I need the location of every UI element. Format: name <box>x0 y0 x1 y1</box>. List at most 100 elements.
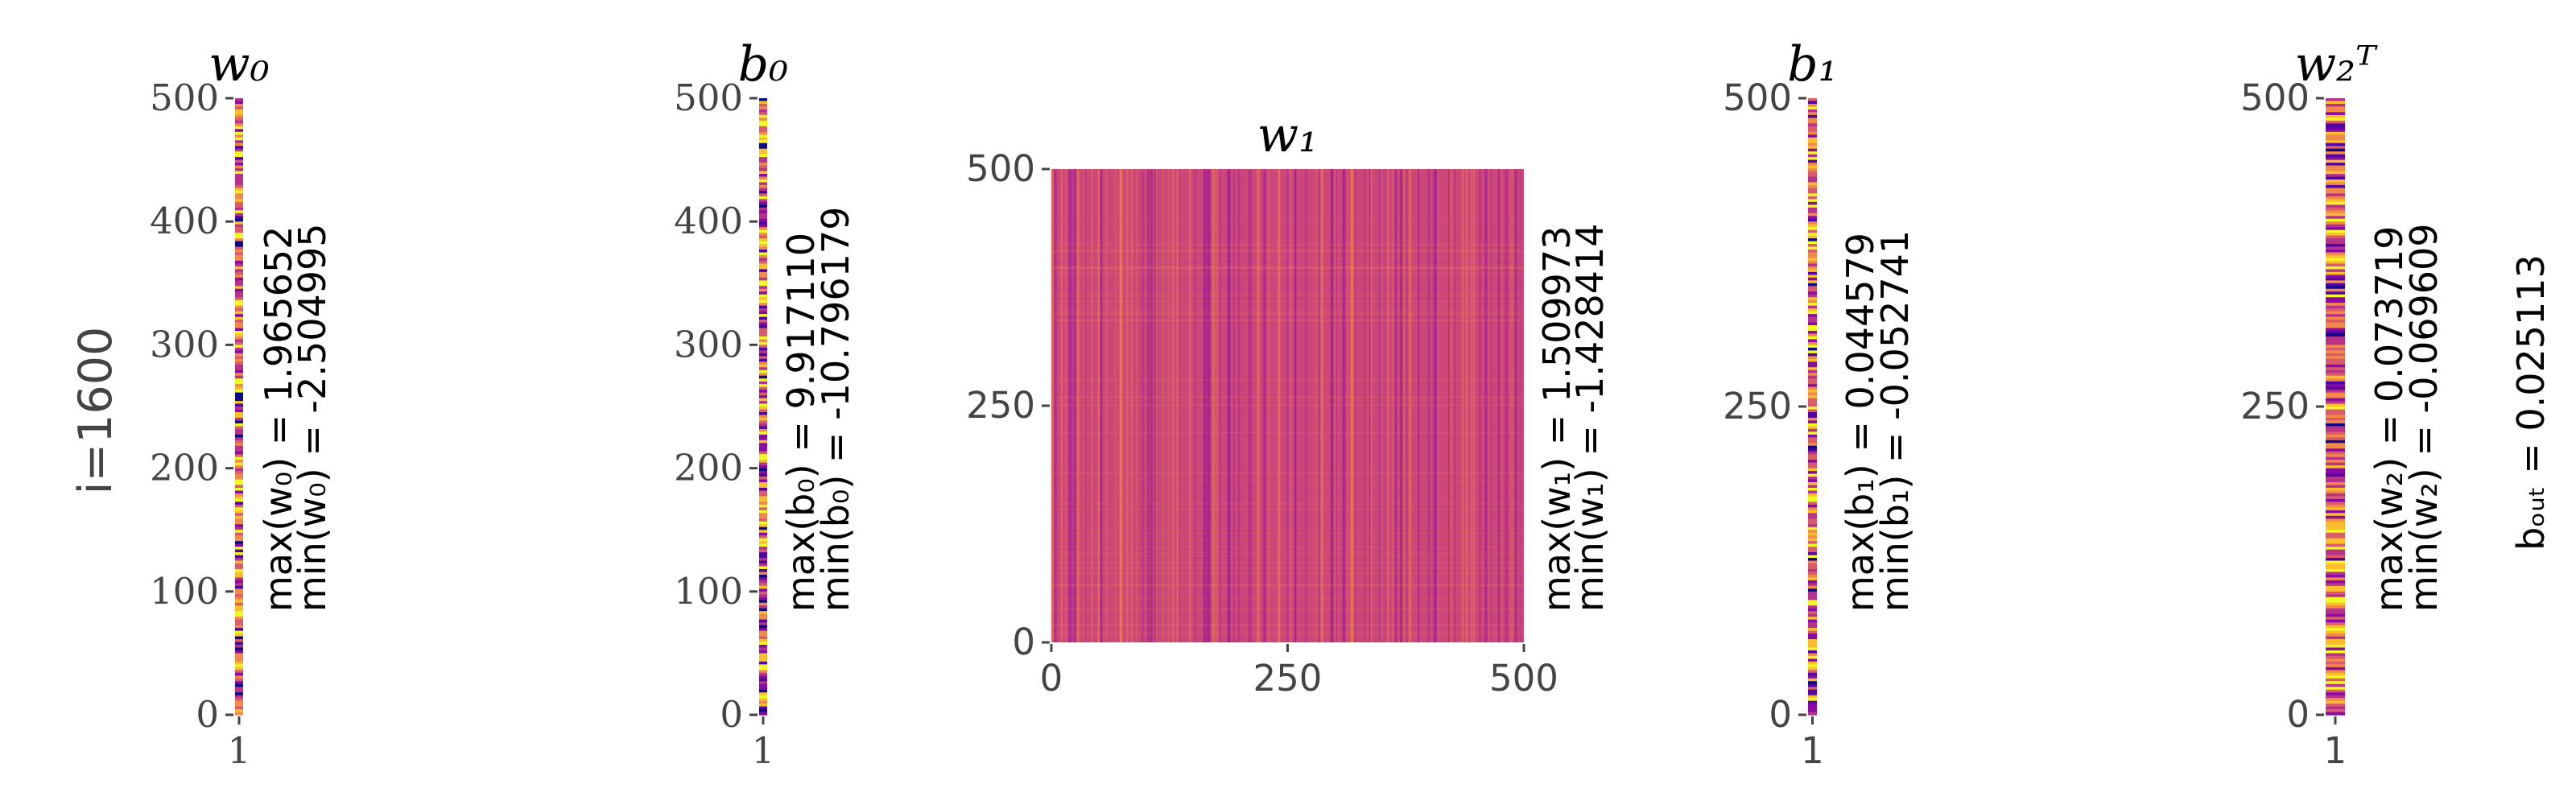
heatmap-stripe <box>235 572 243 576</box>
heatmap-stripe <box>759 431 767 436</box>
heatmap-stripe <box>1808 154 1817 158</box>
heatmap-stripe <box>2326 588 2345 592</box>
heatmap-stripe <box>1808 547 1817 551</box>
heatmap-stripe <box>759 280 767 284</box>
heatmap-stripe <box>1808 664 1817 668</box>
heatmap-stripe <box>759 706 767 710</box>
heatmap-stripe <box>759 698 767 702</box>
heatmap-stripe <box>235 667 243 671</box>
heatmap-stripe <box>235 390 243 394</box>
heatmap-stripe <box>235 602 243 606</box>
heatmap-stripe <box>1808 176 1817 180</box>
heatmap-stripe <box>235 182 243 186</box>
heatmap-stripe <box>1808 451 1817 455</box>
heatmap-stripe <box>1364 169 1368 642</box>
heatmap-stripe <box>235 613 243 617</box>
heatmap-stripe <box>1176 169 1179 642</box>
heatmap-stripe <box>1472 169 1476 642</box>
heatmap-stripe <box>1808 502 1817 506</box>
heatmap-stripe <box>1131 169 1133 642</box>
heatmap-stripe <box>759 692 767 696</box>
y-tick-label: 0 <box>2286 693 2310 736</box>
heatmap-stripe <box>1808 193 1817 197</box>
heatmap-stripe <box>1051 404 1524 407</box>
heatmap-stripe <box>1808 518 1817 522</box>
y-tick-label: 200 <box>150 447 219 489</box>
heatmap-stripe <box>759 163 767 167</box>
heatmap-stripe <box>1808 617 1817 621</box>
heatmap-stripe <box>2326 157 2345 161</box>
heatmap-stripe <box>1808 314 1817 318</box>
heatmap-stripe <box>235 426 243 430</box>
heatmap-stripe <box>759 653 767 657</box>
heatmap-stripe <box>1075 169 1079 642</box>
heatmap-stripe <box>759 675 767 679</box>
heatmap-stripe <box>1156 169 1158 642</box>
heatmap-stripe <box>235 392 243 396</box>
heatmap-stripe <box>1051 169 1054 642</box>
heatmap-stripe <box>2326 361 2345 365</box>
heatmap-stripe <box>759 341 767 345</box>
heatmap-stripe <box>2326 709 2345 713</box>
heatmap-stripe <box>235 670 243 674</box>
heatmap-stripe <box>759 454 767 458</box>
heatmap-stripe <box>1808 277 1817 281</box>
heatmap-stripe <box>759 700 767 704</box>
heatmap-stripe <box>1808 672 1817 676</box>
heatmap-stripe <box>235 297 243 301</box>
heatmap-stripe <box>2326 297 2345 301</box>
heatmap-stripe <box>759 137 767 141</box>
heatmap-stripe <box>759 325 767 329</box>
heatmap-stripe <box>759 515 767 519</box>
heatmap-stripe <box>1461 169 1464 642</box>
heatmap-stripe <box>1084 169 1087 642</box>
heatmap-stripe <box>1051 567 1524 569</box>
heatmap-stripe <box>759 630 767 634</box>
heatmap-stripe <box>1448 169 1451 642</box>
heatmap-stripe <box>1369 169 1373 642</box>
heatmap-stripe <box>759 504 767 508</box>
heatmap-stripe <box>759 600 767 604</box>
y-tick-label: 300 <box>150 323 219 365</box>
heatmap-stripe <box>235 275 243 279</box>
heatmap-stripe <box>1808 316 1817 320</box>
heatmap-stripe <box>1808 204 1817 208</box>
heatmap-stripe <box>1808 572 1817 576</box>
y-axis-label: i=1600 <box>69 327 122 495</box>
heatmap-stripe <box>759 131 767 135</box>
heatmap-stripe <box>1808 356 1817 360</box>
heatmap-stripe <box>759 140 767 144</box>
heatmap-stripe <box>759 330 767 335</box>
heatmap-stripe <box>1051 597 1524 600</box>
heatmap-stripe <box>759 583 767 587</box>
heatmap-stripe <box>759 672 767 676</box>
heatmap-stripe <box>1065 169 1068 642</box>
heatmap-stripe <box>1808 426 1817 430</box>
heatmap-stripe <box>759 513 767 517</box>
heatmap-stripe <box>1808 653 1817 657</box>
heatmap-stripe <box>235 468 243 472</box>
heatmap-stripe <box>759 204 767 208</box>
heatmap-stripe <box>1808 541 1817 545</box>
heatmap-stripe <box>235 585 243 589</box>
heatmap-stripe <box>759 664 767 668</box>
heatmap-stripe <box>759 229 767 233</box>
heatmap-stripe <box>235 151 243 155</box>
heatmap-stripe <box>235 369 243 374</box>
heatmap-stripe <box>2326 159 2345 163</box>
heatmap-stripe <box>1501 169 1502 642</box>
heatmap-stripe <box>1808 706 1817 710</box>
heatmap-stripe <box>1808 683 1817 687</box>
heatmap-stripe <box>235 283 243 287</box>
heatmap-stripe <box>2326 613 2345 617</box>
heatmap-stripe <box>759 98 767 102</box>
heatmap-stripe <box>1808 532 1817 536</box>
heatmap-stripe <box>235 336 243 341</box>
heatmap-stripe <box>2326 373 2345 377</box>
heatmap-stripe <box>1808 428 1817 432</box>
heatmap-stripe <box>1466 169 1468 642</box>
heatmap-stripe <box>235 101 243 105</box>
x-tick-label: 500 <box>1489 657 1558 700</box>
heatmap-stripe <box>759 625 767 629</box>
heatmap-stripe <box>235 611 243 615</box>
